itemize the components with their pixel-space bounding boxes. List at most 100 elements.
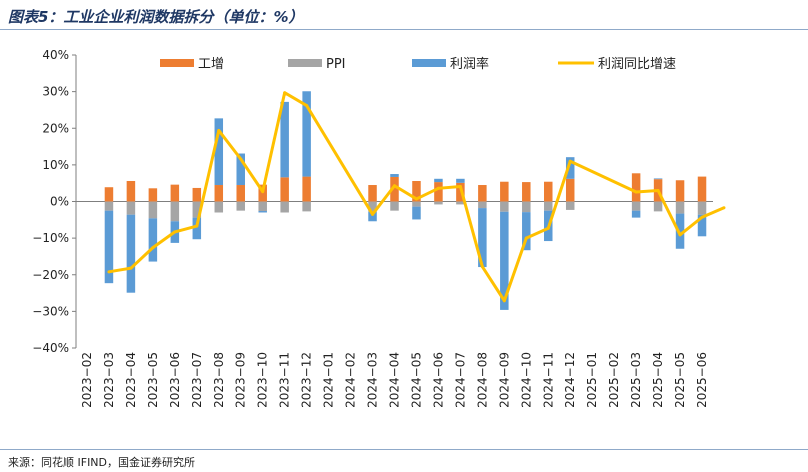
bar-PPI: [434, 201, 443, 205]
bar-PPI: [675, 201, 685, 214]
bar-工增: [565, 178, 575, 202]
chart-area: −40%−30%−20%−10%0%10%20%30%40% 2023−02 20…: [32, 48, 726, 408]
x-tick-label: 2024−01: [322, 352, 336, 408]
bar-PPI: [104, 201, 114, 211]
x-tick-label: 2025−02: [607, 352, 621, 408]
bar-利润率: [368, 211, 377, 222]
y-tick-label: 30%: [42, 85, 69, 99]
line-point: [151, 246, 155, 250]
x-tick-label: 2024−11: [541, 352, 555, 408]
line-point: [305, 104, 309, 108]
x-tick-label: 2023−05: [146, 352, 160, 408]
x-tick-label: 2024−02: [344, 352, 358, 408]
bar-利润率: [148, 218, 158, 262]
y-tick-label: −30%: [32, 304, 69, 318]
bar-工增: [192, 187, 202, 202]
x-tick-label: 2023−02: [80, 352, 94, 408]
bar-PPI: [478, 201, 487, 209]
line-point: [107, 270, 111, 274]
y-tick-label: −20%: [32, 268, 69, 282]
bar-利润率: [478, 208, 487, 268]
bar-利润率: [456, 178, 465, 183]
bar-利润率: [104, 210, 114, 284]
source-note: 来源：同花顺 IFIND，国金证券研究所: [8, 456, 196, 469]
bar-工增: [390, 176, 399, 202]
bar-利润率: [236, 153, 245, 186]
bar-利润率: [631, 210, 641, 218]
line-point: [700, 215, 704, 219]
x-tick-label: 2023−04: [124, 352, 138, 408]
y-tick-label: −40%: [32, 341, 69, 355]
x-tick-label: 2024−12: [563, 352, 577, 408]
footer-divider: [0, 449, 808, 450]
x-tick-label: 2023−08: [212, 352, 226, 408]
bar-工增: [170, 184, 180, 202]
line-point: [283, 91, 287, 95]
bar-利润率: [214, 118, 224, 186]
bar-工增: [697, 176, 707, 202]
bar-PPI: [192, 201, 202, 218]
line-point: [480, 265, 484, 269]
bar-利润率: [126, 214, 136, 293]
x-tick-label: 2024−09: [497, 352, 511, 408]
legend: 工增 PPI 利润率 利润同比增速: [160, 56, 676, 72]
bar-PPI: [148, 201, 158, 219]
bar-工增: [522, 182, 531, 202]
bar-工增: [236, 185, 245, 202]
bar-利润率: [434, 178, 443, 183]
x-tick-label: 2025−05: [673, 352, 687, 408]
bar-利润率: [675, 213, 685, 249]
bar-工增: [434, 182, 443, 202]
legend-label: 利润同比增速: [598, 57, 676, 72]
x-tick-label: 2023−12: [300, 352, 314, 408]
bar-利润率: [522, 212, 531, 251]
bar-利润率: [302, 91, 311, 177]
line-point: [722, 206, 726, 210]
line-point: [458, 184, 462, 188]
y-tick-label: 0%: [50, 195, 69, 209]
y-tick-label: 10%: [42, 158, 69, 172]
x-tick-label: 2024−05: [409, 352, 423, 408]
bar-工增: [126, 180, 136, 202]
line-point: [393, 184, 396, 188]
x-axis-labels: 2023−02 2023−03 2023−04 2023−05 2023−06 2023−…: [80, 352, 709, 408]
legend-label: 工增: [198, 57, 224, 72]
x-tick-label: 2023−10: [256, 352, 270, 408]
bar-PPI: [697, 201, 707, 215]
bar-PPI: [500, 201, 509, 212]
bar-利润率: [653, 178, 663, 180]
line-point: [195, 224, 199, 228]
bar-工增: [104, 187, 114, 202]
x-tick-label: 2023−07: [190, 352, 204, 408]
line-point: [634, 190, 638, 194]
bar-PPI: [653, 201, 663, 212]
line-point: [414, 197, 418, 201]
bar-利润率: [697, 214, 707, 237]
bar-PPI: [456, 201, 465, 205]
bar-PPI: [280, 201, 289, 213]
x-tick-label: 2023−11: [278, 352, 292, 408]
x-tick-label: 2025−03: [629, 352, 643, 408]
bar-利润率: [412, 206, 421, 220]
line-point: [217, 128, 221, 132]
x-tick-label: 2024−08: [475, 352, 489, 408]
x-tick-label: 2024−03: [366, 352, 380, 408]
bar-PPI: [412, 201, 421, 207]
x-tick-label: 2024−07: [453, 352, 467, 408]
x-tick-label: 2025−04: [651, 352, 665, 408]
bar-PPI: [236, 201, 245, 211]
line-point: [656, 189, 660, 193]
bar-利润率: [500, 211, 509, 310]
x-tick-label: 2023−06: [168, 352, 182, 408]
x-tick-label: 2025−06: [695, 352, 709, 408]
x-tick-label: 2025−01: [585, 352, 599, 408]
bar-PPI: [522, 201, 531, 213]
bar-工增: [412, 180, 421, 202]
line-point: [502, 299, 506, 303]
bar-工增: [214, 185, 224, 202]
bar-利润率: [565, 157, 575, 179]
x-tick-label: 2024−10: [519, 352, 533, 408]
line-point: [239, 157, 243, 161]
x-tick-label: 2024−04: [388, 352, 402, 408]
y-tick-label: 20%: [42, 121, 69, 135]
